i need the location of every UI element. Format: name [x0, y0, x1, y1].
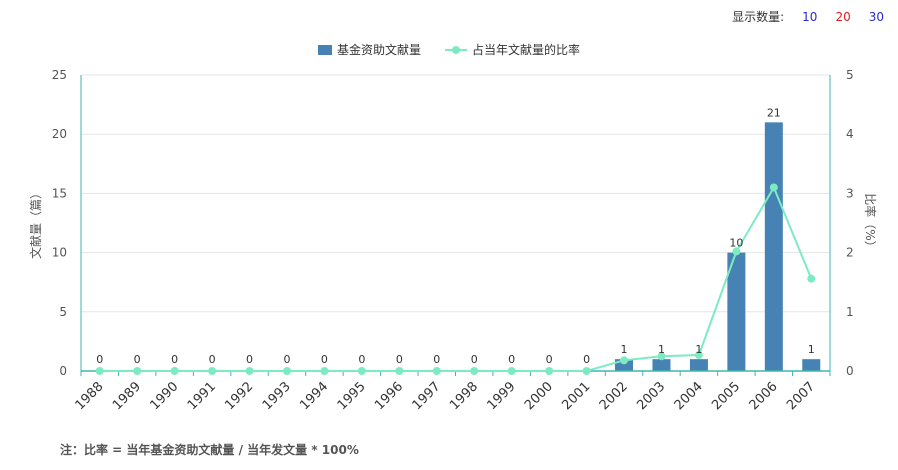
ratio-point-1996: [395, 367, 404, 375]
y-left-tick-label: 15: [52, 186, 67, 200]
bar-value-label: 0: [209, 353, 216, 366]
bar-value-label: 1: [695, 343, 702, 356]
ratio-line: [99, 185, 813, 372]
y-right-tick-label: 4: [846, 127, 854, 141]
x-tick-label: 1997: [410, 379, 444, 413]
y-right-tick-label: 5: [846, 68, 854, 82]
legend-line-label: 占当年文献量的比率: [472, 43, 581, 57]
y-right-tick-label: 1: [846, 305, 854, 319]
display-count-bar: 显示数量: 10 20 30: [732, 8, 884, 25]
y-left-tick-label: 10: [52, 246, 67, 260]
bar-value-label: 0: [358, 353, 365, 366]
bar-2003: [652, 359, 671, 371]
x-tick-label: 2006: [747, 379, 781, 413]
y-axis-left-title: 文献量（篇）: [28, 187, 43, 259]
y-right-tick-label: 0: [846, 364, 854, 378]
legend-item-line[interactable]: 占当年文献量的比率: [445, 41, 580, 58]
bar-2006: [764, 122, 783, 371]
x-tick-label: 1988: [73, 379, 107, 413]
x-tick-label: 1989: [110, 379, 144, 413]
ratio-point-1995: [357, 367, 366, 375]
bar-2002: [615, 359, 634, 371]
x-tick-label: 2003: [634, 379, 668, 413]
legend-bar-label: 基金资助文献量: [336, 43, 421, 57]
ratio-point-2001: [582, 367, 591, 375]
chart-legend: 基金资助文献量 占当年文献量的比率: [0, 41, 898, 58]
x-tick-label: 2001: [559, 379, 593, 413]
ratio-point-2003: [657, 352, 666, 361]
x-tick-label: 2002: [597, 379, 631, 413]
x-tick-label: 1999: [484, 379, 518, 413]
bar-value-label: 0: [171, 353, 178, 366]
bar-value-label: 0: [283, 353, 290, 366]
y-left-tick-label: 5: [59, 305, 67, 319]
ratio-point-2002: [620, 356, 629, 365]
ratio-point-2004: [694, 351, 703, 360]
bar-value-label: 10: [729, 237, 743, 250]
y-left-tick-label: 0: [59, 364, 67, 378]
ratio-point-1991: [208, 367, 217, 375]
display-count-option-10[interactable]: 10: [802, 9, 818, 24]
bar-2005: [727, 252, 746, 371]
bar-value-label: 0: [134, 353, 141, 366]
x-tick-label: 1996: [372, 379, 406, 413]
y-left-tick-label: 25: [52, 68, 67, 82]
bar-value-label: 21: [767, 106, 781, 119]
ratio-point-2005: [732, 247, 741, 256]
x-tick-label: 1994: [297, 379, 331, 413]
bar-value-label: 1: [658, 343, 665, 356]
x-tick-label: 2004: [672, 379, 706, 413]
x-tick-label: 1998: [447, 379, 481, 413]
legend-line-swatch: [445, 45, 467, 55]
ratio-point-1999: [507, 367, 516, 375]
bar-value-label: 0: [321, 353, 328, 366]
ratio-point-1989: [133, 367, 142, 375]
y-right-tick-label: 3: [846, 186, 854, 200]
x-tick-label: 1995: [335, 379, 369, 413]
x-tick-label: 2005: [709, 379, 743, 413]
legend-item-bar[interactable]: 基金资助文献量: [317, 41, 421, 58]
bar-value-label: 0: [546, 353, 553, 366]
y-right-tick-label: 2: [846, 246, 854, 260]
bar-value-label: 0: [508, 353, 515, 366]
bar-value-label: 0: [433, 353, 440, 366]
bar-value-label: 0: [396, 353, 403, 366]
bar-value-label: 1: [621, 343, 628, 356]
x-tick-label: 1992: [222, 379, 256, 413]
x-tick-label: 1993: [260, 379, 294, 413]
ratio-point-1990: [170, 367, 179, 375]
legend-bar-swatch: [317, 44, 332, 55]
ratio-point-2006: [769, 183, 778, 192]
bar-value-label: 0: [96, 353, 103, 366]
display-count-option-20[interactable]: 20: [835, 9, 851, 24]
bar-2004: [689, 359, 708, 371]
ratio-point-1988: [95, 367, 104, 375]
x-tick-label: 2000: [522, 379, 556, 413]
y-axis-right-title: 比率（%）: [863, 193, 878, 252]
bar-value-label: 0: [246, 353, 253, 366]
ratio-point-1997: [432, 367, 441, 375]
ratio-point-1992: [245, 367, 254, 375]
ratio-point-1994: [320, 367, 329, 375]
ratio-point-2000: [545, 367, 554, 375]
x-tick-label: 1991: [185, 379, 219, 413]
y-left-tick-label: 20: [52, 127, 67, 141]
display-count-label: 显示数量:: [732, 10, 785, 24]
ratio-point-1993: [282, 367, 291, 375]
ratio-point-1998: [470, 367, 479, 375]
display-count-option-30[interactable]: 30: [868, 9, 884, 24]
bar-value-label: 0: [471, 353, 478, 366]
bar-value-label: 0: [583, 353, 590, 366]
x-tick-label: 2007: [784, 379, 818, 413]
x-tick-label: 1990: [147, 379, 181, 413]
ratio-point-2007: [807, 274, 816, 283]
footnote: 注：比率 = 当年基金资助文献量 / 当年发文量 * 100%: [60, 443, 359, 457]
bar-2007: [802, 359, 821, 371]
bar-value-label: 1: [808, 343, 815, 356]
